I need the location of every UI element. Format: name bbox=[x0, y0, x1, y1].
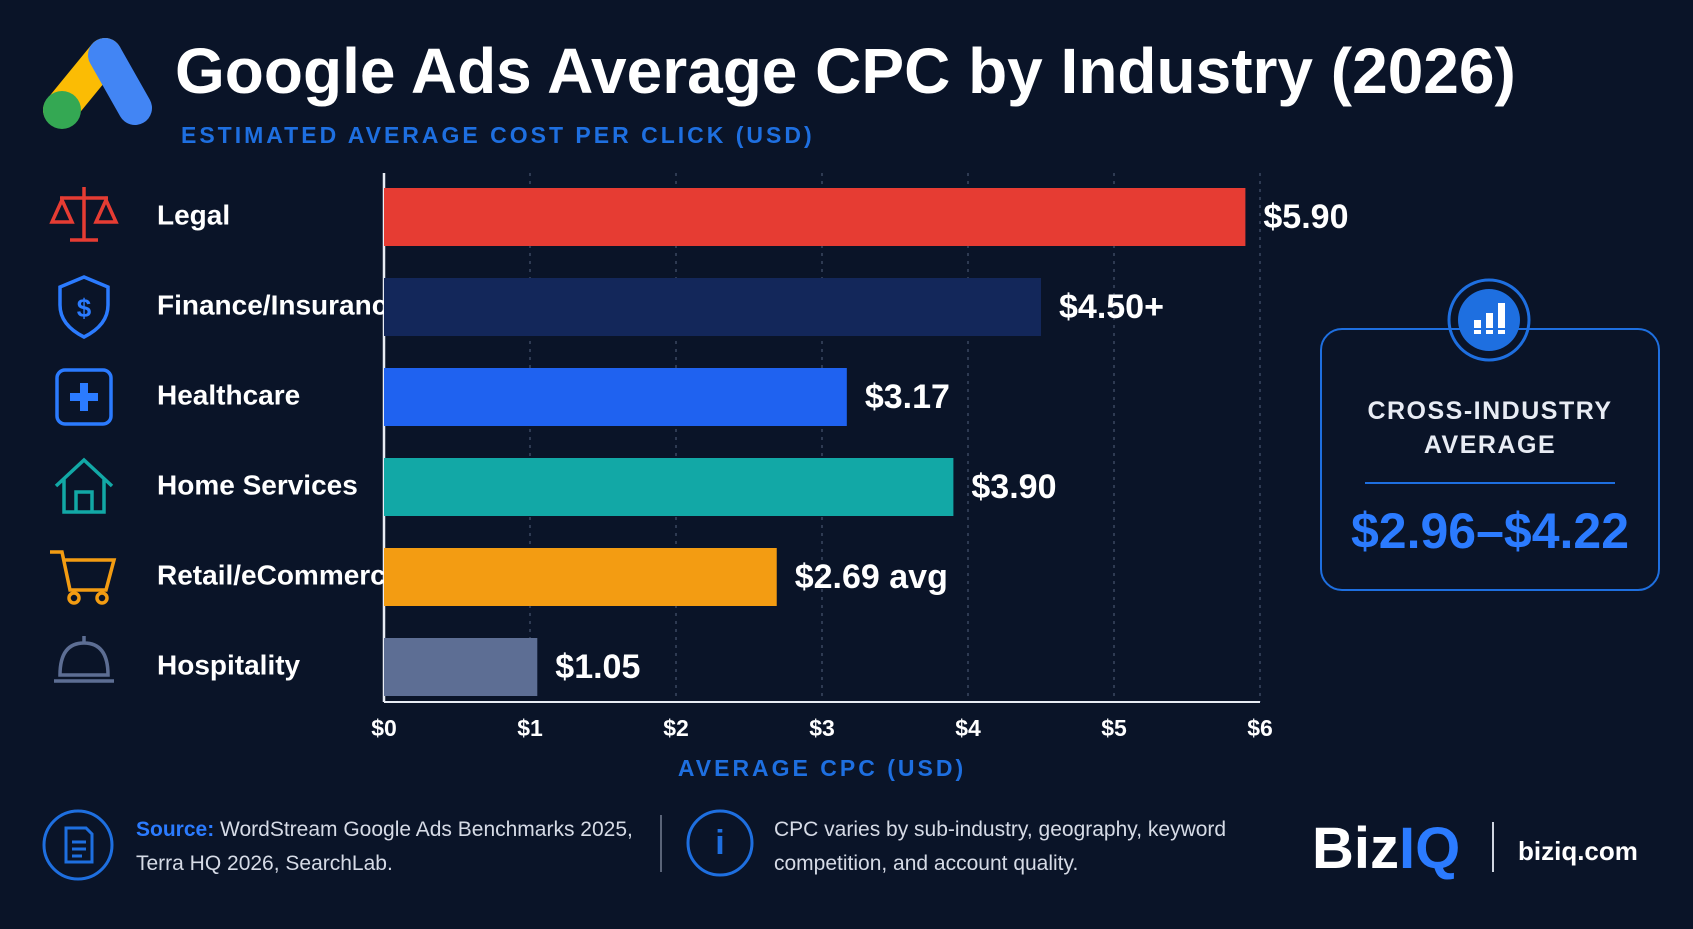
brand: BizIQ bbox=[1312, 815, 1460, 882]
category-label: Legal bbox=[157, 199, 230, 230]
callout-title: CROSS-INDUSTRY AVERAGE bbox=[1367, 397, 1613, 459]
bar bbox=[384, 458, 954, 516]
icons: $ bbox=[49, 187, 119, 683]
source-label: Source: bbox=[136, 818, 215, 841]
x-tick-label: $0 bbox=[371, 715, 397, 741]
bar bbox=[384, 188, 1246, 246]
category-label: Hospitality bbox=[157, 649, 301, 680]
svg-text:$: $ bbox=[77, 293, 92, 323]
callout-icon bbox=[1447, 278, 1531, 362]
category-label: Home Services bbox=[157, 469, 358, 500]
brand-b: IQ bbox=[1399, 816, 1461, 881]
bar bbox=[384, 368, 847, 426]
x-tick-label: $6 bbox=[1247, 715, 1273, 741]
category-label: Healthcare bbox=[157, 379, 300, 410]
value-label: $3.90 bbox=[971, 468, 1056, 506]
note: CPC varies by sub-industry, geography, k… bbox=[774, 818, 1227, 875]
value-label: $2.69 avg bbox=[795, 558, 948, 596]
x-tick-label: $3 bbox=[809, 715, 835, 741]
value-label: $3.17 bbox=[865, 378, 950, 416]
bar bbox=[384, 278, 1041, 336]
source: Source: WordStream Google Ads Benchmarks… bbox=[136, 813, 646, 881]
x-tick-label: $1 bbox=[517, 715, 543, 741]
category-label: Retail/eCommerce bbox=[157, 559, 401, 590]
brand-a: Biz bbox=[1312, 816, 1399, 881]
callout-rule bbox=[1365, 482, 1615, 484]
source-text: WordStream Google Ads Benchmarks 2025, T… bbox=[136, 818, 633, 875]
site: biziq.com bbox=[1518, 836, 1638, 866]
value-label: $5.90 bbox=[1263, 198, 1348, 236]
x-tick-label: $5 bbox=[1101, 715, 1127, 741]
bar bbox=[384, 548, 777, 606]
x-axis-title: AVERAGE CPC (USD) bbox=[678, 755, 966, 781]
x-tick-label: $4 bbox=[955, 715, 981, 741]
x-tick-label: $2 bbox=[663, 715, 689, 741]
bar bbox=[384, 638, 538, 696]
callout-value: $2.96–$4.22 bbox=[1350, 503, 1630, 559]
value-label: $4.50+ bbox=[1059, 288, 1164, 326]
logo bbox=[43, 38, 152, 129]
value-label: $1.05 bbox=[555, 648, 640, 686]
footer-icons bbox=[42, 809, 1494, 881]
info-icon: i bbox=[715, 824, 724, 862]
chart-subtitle: ESTIMATED AVERAGE COST PER CLICK (USD) bbox=[181, 122, 815, 148]
category-label: Finance/Insurance bbox=[157, 289, 403, 320]
chart-title: Google Ads Average CPC by Industry (2026… bbox=[175, 35, 1516, 107]
callout-card: CROSS-INDUSTRY AVERAGE $2.96–$4.22 bbox=[1320, 328, 1660, 591]
